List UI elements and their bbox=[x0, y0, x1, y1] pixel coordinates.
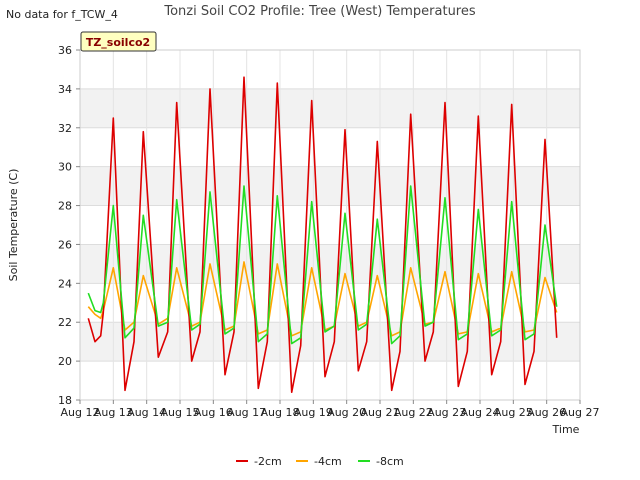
y-tick-label: 26 bbox=[58, 238, 72, 251]
y-tick-label: 30 bbox=[58, 161, 72, 174]
plot-band bbox=[80, 127, 580, 167]
no-data-note: No data for f_TCW_4 bbox=[6, 8, 118, 21]
x-tick-label: Aug 12 bbox=[61, 406, 100, 419]
x-tick-label: Aug 20 bbox=[327, 406, 366, 419]
plot-bands bbox=[80, 49, 580, 401]
x-tick-label: Aug 18 bbox=[261, 406, 300, 419]
plot-band bbox=[80, 205, 580, 245]
y-axis-ticks: 18 20 22 24 26 28 30 32 34 36 bbox=[58, 44, 80, 407]
legend-label: -8cm bbox=[376, 455, 404, 468]
x-tick-label: Aug 25 bbox=[494, 406, 533, 419]
y-tick-label: 34 bbox=[58, 83, 72, 96]
series-line-2cm bbox=[87, 76, 558, 394]
badge-label: TZ_soilco2 bbox=[86, 36, 150, 49]
x-tick-label: Aug 15 bbox=[161, 406, 200, 419]
plot-band bbox=[80, 50, 580, 89]
y-tick-label: 18 bbox=[58, 394, 72, 407]
x-tick-label: Aug 24 bbox=[461, 406, 500, 419]
legend: -2cm -4cm -8cm bbox=[236, 455, 404, 468]
y-tick-label: 36 bbox=[58, 44, 72, 57]
y-tick-label: 20 bbox=[58, 355, 72, 368]
series-line-4cm bbox=[87, 261, 558, 337]
x-tick-label: Aug 27 bbox=[561, 406, 600, 419]
series-lines bbox=[87, 76, 558, 394]
y-axis-label: Soil Temperature (C) bbox=[7, 169, 20, 282]
x-tick-label: Aug 23 bbox=[427, 406, 466, 419]
x-tick-label: Aug 13 bbox=[94, 406, 133, 419]
x-tick-label: Aug 16 bbox=[194, 406, 233, 419]
x-tick-label: Aug 26 bbox=[527, 406, 566, 419]
plot-band bbox=[80, 88, 580, 128]
plot-band bbox=[80, 244, 580, 284]
x-tick-label: Aug 14 bbox=[127, 406, 166, 419]
x-tick-label: Aug 21 bbox=[361, 406, 400, 419]
plot-frame bbox=[79, 49, 581, 401]
plot-band bbox=[80, 166, 580, 206]
series-line-8cm bbox=[87, 185, 558, 345]
y-tick-label: 24 bbox=[58, 277, 72, 290]
plot-band bbox=[80, 361, 580, 400]
legend-label: -2cm bbox=[254, 455, 282, 468]
plot-band bbox=[80, 283, 580, 323]
chart-title: Tonzi Soil CO2 Profile: Tree (West) Temp… bbox=[163, 4, 476, 19]
y-tick-label: 22 bbox=[58, 316, 72, 329]
y-tick-label: 32 bbox=[58, 122, 72, 135]
x-tick-label: Aug 19 bbox=[294, 406, 333, 419]
y-tick-label: 28 bbox=[58, 200, 72, 213]
x-tick-label: Aug 17 bbox=[227, 406, 266, 419]
legend-label: -4cm bbox=[314, 455, 342, 468]
x-axis-label: Time bbox=[552, 423, 580, 436]
badge: TZ_soilco2 bbox=[80, 31, 157, 52]
x-tick-label: Aug 22 bbox=[394, 406, 433, 419]
